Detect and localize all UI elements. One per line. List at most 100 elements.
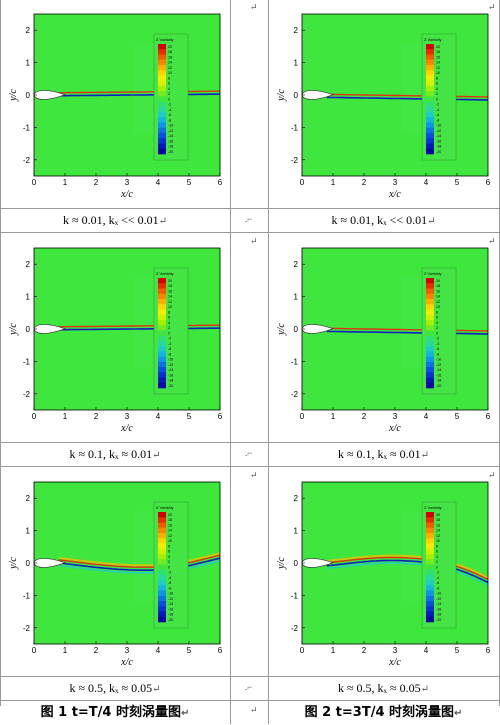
- legend-swatch: [426, 133, 434, 139]
- legend-label: -16: [436, 607, 441, 611]
- legend-swatch: [158, 112, 166, 118]
- legend-label: 8: [168, 544, 170, 548]
- table-divider-1: [230, 0, 231, 724]
- wake-positive: [326, 556, 489, 581]
- legend-swatch: [426, 138, 434, 144]
- legend-swatch: [158, 335, 166, 342]
- legend-swatch: [426, 106, 434, 113]
- legend-label: 10: [436, 305, 440, 309]
- legend-swatch: [158, 356, 166, 363]
- return-mark: ↵: [158, 216, 167, 227]
- legend-label: -2: [168, 103, 171, 107]
- legend-label: 6: [436, 550, 438, 554]
- legend-label: 10: [436, 539, 440, 543]
- y-tick-label: 1: [26, 527, 31, 536]
- legend-swatch: [426, 143, 434, 150]
- row-line-2b: [0, 466, 500, 467]
- legend-swatch: [426, 319, 434, 326]
- legend-label: 18: [436, 518, 440, 522]
- legend-swatch: [158, 590, 166, 597]
- legend-title: Z Vorticity: [156, 505, 174, 510]
- y-tick-label: -2: [291, 156, 299, 165]
- wake-positive: [58, 90, 221, 94]
- legend-label: 12: [168, 66, 172, 70]
- legend-label: 2: [436, 92, 438, 96]
- legend-swatch: [158, 122, 166, 129]
- wake-negative: [58, 327, 221, 331]
- x-tick-label: 2: [94, 178, 99, 187]
- legend-swatch: [158, 538, 166, 544]
- x-axis-label: x/c: [388, 189, 401, 200]
- y-axis-label: y/c: [276, 323, 287, 336]
- figure-caption-text: 图 1 t=T/4 时刻涡量图: [40, 705, 181, 720]
- legend-label: -2: [436, 571, 439, 575]
- legend-swatch: [426, 330, 434, 336]
- legend-label: -20: [436, 150, 441, 154]
- legend-swatch: [426, 606, 434, 612]
- legend-label: 8: [436, 310, 438, 314]
- caption-text: k ≈ 0.5, kₓ ≈ 0.05: [69, 681, 153, 695]
- x-tick-label: 0: [300, 646, 305, 655]
- figure-caption-right: 图 2 t=3T/4 时刻涡量图↵: [268, 702, 499, 724]
- legend-label: -8: [168, 352, 171, 356]
- edge-return-mark-1: ↵: [488, 2, 496, 12]
- y-tick-label: -2: [291, 624, 299, 633]
- legend-swatch: [158, 64, 166, 71]
- y-axis-label: y/c: [276, 89, 287, 102]
- legend-label: -14: [436, 134, 441, 138]
- legend-label: -18: [436, 613, 441, 617]
- wake-glow-cyan: [58, 560, 221, 574]
- panel-caption-5: k ≈ 0.5, kₓ ≈ 0.05↵: [0, 676, 230, 700]
- y-tick-label: 2: [26, 494, 31, 503]
- x-tick-label: 1: [63, 646, 68, 655]
- y-tick-label: -1: [291, 123, 299, 132]
- wake-positive: [326, 93, 489, 98]
- legend-swatch: [158, 548, 166, 555]
- legend-swatch: [426, 80, 434, 87]
- legend-swatch: [158, 553, 166, 560]
- legend-label: 20: [436, 513, 440, 517]
- legend-label: 20: [168, 45, 172, 49]
- legend-label: 20: [168, 279, 172, 283]
- legend-label: -20: [168, 384, 173, 388]
- legend-label: -14: [168, 368, 173, 372]
- legend-swatch: [426, 85, 434, 92]
- legend-label: 0: [436, 331, 438, 335]
- legend-swatch: [426, 70, 434, 76]
- airfoil-shape: [301, 558, 335, 568]
- legend-label: -16: [168, 373, 173, 377]
- legend-label: 4: [436, 87, 438, 91]
- legend-swatch: [426, 512, 434, 518]
- legend-title: Z Vorticity: [424, 37, 442, 42]
- legend-swatch: [158, 298, 166, 305]
- return-mark: ↵: [420, 450, 430, 461]
- legend-label: 18: [168, 518, 172, 522]
- legend-swatch: [158, 288, 166, 295]
- mid-col-mark-3: .⌐: [245, 682, 253, 692]
- legend-label: 16: [436, 55, 440, 59]
- legend-label: -20: [436, 618, 441, 622]
- wake-glow-cyan: [326, 562, 489, 586]
- legend-label: 10: [168, 71, 172, 75]
- legend-swatch: [158, 367, 166, 373]
- legend-swatch: [158, 585, 166, 591]
- legend-swatch: [158, 106, 166, 113]
- legend-label: -14: [436, 368, 441, 372]
- x-tick-label: 1: [331, 646, 336, 655]
- legend-label: -2: [436, 337, 439, 341]
- legend-swatch: [158, 70, 166, 76]
- x-tick-label: 0: [32, 178, 37, 187]
- x-tick-label: 4: [424, 646, 429, 655]
- legend-swatch: [426, 351, 434, 357]
- legend-swatch: [158, 372, 166, 378]
- y-tick-label: -1: [291, 357, 299, 366]
- legend-swatch: [426, 49, 434, 55]
- legend-label: 0: [168, 565, 170, 569]
- legend-swatch: [158, 319, 166, 326]
- legend-label: -6: [168, 581, 171, 585]
- legend-label: 16: [168, 289, 172, 293]
- legend-swatch: [158, 309, 166, 315]
- x-tick-label: 5: [187, 646, 192, 655]
- y-tick-label: 1: [26, 293, 31, 302]
- legend-label: -18: [168, 145, 173, 149]
